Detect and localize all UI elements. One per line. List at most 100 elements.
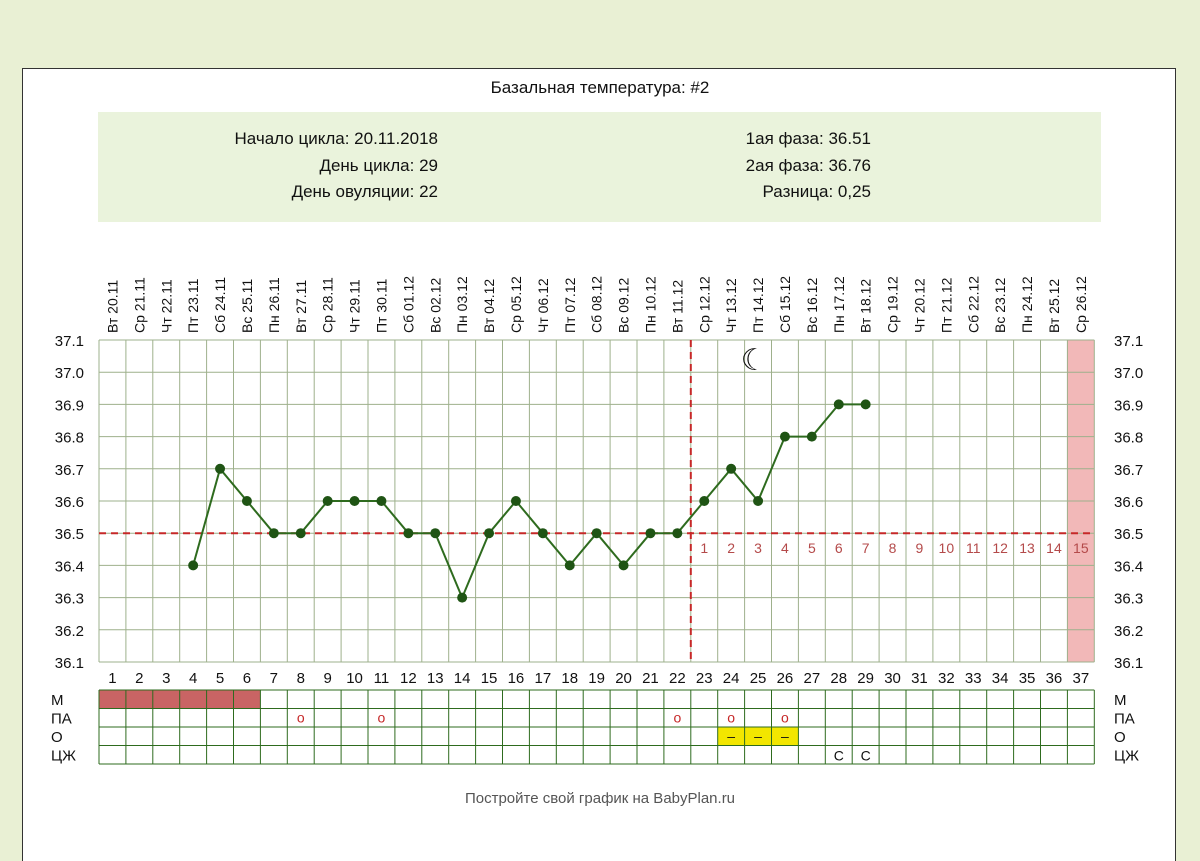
day-number: 8 bbox=[297, 670, 305, 687]
temperature-line-segment bbox=[461, 532, 490, 598]
temperature-point bbox=[672, 528, 683, 539]
date-label: Вс 09.12 bbox=[616, 278, 632, 333]
day-number: 37 bbox=[1073, 670, 1090, 687]
intercourse-mark: о bbox=[781, 710, 789, 726]
menstruation-cell bbox=[99, 690, 126, 709]
y-tick-label-left: 36.5 bbox=[55, 526, 84, 543]
cycle-start-line: Начало цикла: 20.11.2018 bbox=[98, 126, 438, 153]
day-number: 6 bbox=[243, 670, 251, 687]
day-number: 34 bbox=[992, 670, 1009, 687]
date-label: Пн 26.11 bbox=[266, 277, 282, 333]
day-number: 18 bbox=[561, 670, 578, 687]
temperature-point bbox=[591, 528, 602, 539]
date-label: Пт 07.12 bbox=[562, 277, 578, 333]
temperature-point bbox=[188, 560, 199, 571]
day-number: 33 bbox=[965, 670, 982, 687]
phase2-line: 2ая фаза: 36.76 bbox=[98, 153, 871, 180]
day-number: 16 bbox=[508, 670, 525, 687]
y-tick-label-left: 37.0 bbox=[55, 365, 84, 382]
date-label: Пт 30.11 bbox=[373, 278, 389, 333]
cycle-day-value: 29 bbox=[419, 155, 438, 175]
y-tick-label-right: 37.0 bbox=[1114, 365, 1143, 382]
luteal-day-label: 7 bbox=[862, 540, 870, 556]
date-label: Вт 18.12 bbox=[858, 279, 874, 333]
temperature-point bbox=[537, 528, 548, 539]
luteal-day-label: 2 bbox=[727, 540, 735, 556]
date-label: Пн 24.12 bbox=[1019, 276, 1035, 333]
temperature-line-segment bbox=[219, 468, 248, 502]
temperature-line-segment bbox=[703, 468, 732, 502]
date-label: Ср 28.11 bbox=[320, 277, 336, 333]
temperature-point bbox=[779, 431, 790, 442]
row-label-right: ПА bbox=[1114, 711, 1135, 728]
luteal-day-label: 10 bbox=[939, 540, 955, 556]
day-number: 11 bbox=[374, 670, 390, 687]
date-label: Ср 05.12 bbox=[508, 276, 524, 333]
day-number: 30 bbox=[884, 670, 901, 687]
date-label: Пн 17.12 bbox=[831, 276, 847, 333]
day-number: 9 bbox=[323, 670, 331, 687]
menstruation-cell bbox=[233, 690, 261, 709]
temperature-line-segment bbox=[676, 500, 706, 534]
temperature-line-segment bbox=[595, 532, 625, 567]
intercourse-mark: о bbox=[378, 710, 386, 726]
luteal-day-label: 4 bbox=[781, 540, 789, 556]
temperature-line-segment bbox=[246, 500, 275, 534]
temperature-point bbox=[806, 431, 817, 442]
date-label: Пн 03.12 bbox=[454, 276, 470, 333]
luteal-day-label: 9 bbox=[916, 540, 924, 556]
temperature-point bbox=[215, 463, 226, 474]
luteal-day-label: 3 bbox=[754, 540, 762, 556]
day-number: 2 bbox=[135, 670, 143, 687]
date-label: Ср 21.11 bbox=[131, 277, 147, 333]
date-label: Вт 20.11 bbox=[104, 280, 120, 333]
row-label-right: О bbox=[1114, 729, 1126, 746]
menstruation-cell bbox=[206, 690, 234, 709]
mucus-cell bbox=[717, 727, 745, 746]
luteal-day-label: 13 bbox=[1019, 540, 1035, 556]
cervix-mark: С bbox=[861, 748, 871, 764]
temperature-line-segment bbox=[192, 468, 222, 566]
cycle-day-line: День цикла: 29 bbox=[98, 153, 438, 180]
day-number: 26 bbox=[777, 670, 794, 687]
date-label: Пт 14.12 bbox=[750, 277, 766, 333]
date-label: Вс 16.12 bbox=[804, 278, 820, 333]
day-number: 28 bbox=[830, 670, 847, 687]
cycle-start-value: 20.11.2018 bbox=[354, 129, 438, 148]
day-number: 36 bbox=[1046, 670, 1063, 687]
mucus-mark: – bbox=[754, 728, 762, 744]
luteal-day-label: 6 bbox=[835, 540, 843, 556]
date-label: Пт 23.11 bbox=[185, 278, 201, 333]
day-number: 32 bbox=[938, 670, 955, 687]
date-label: Вт 25.12 bbox=[1046, 279, 1062, 333]
date-label: Чт 20.12 bbox=[911, 278, 927, 333]
temperature-line-segment bbox=[757, 436, 786, 502]
cycle-info-panel: Начало цикла: 20.11.2018 День цикла: 29 … bbox=[98, 112, 1101, 222]
cycle-day-label: День цикла: bbox=[319, 155, 415, 175]
date-label: Сб 22.12 bbox=[965, 276, 981, 333]
y-tick-label-right: 36.2 bbox=[1114, 623, 1143, 640]
day-number: 31 bbox=[911, 670, 928, 687]
day-number: 22 bbox=[669, 670, 686, 687]
day-number: 14 bbox=[454, 670, 471, 687]
y-tick-label-left: 36.3 bbox=[55, 591, 84, 608]
day-number: 5 bbox=[216, 670, 224, 687]
date-label: Чт 13.12 bbox=[723, 278, 739, 333]
phase2-label: 2ая фаза: bbox=[745, 155, 824, 175]
row-label-left: О bbox=[51, 729, 63, 746]
cervix-mark: С bbox=[834, 748, 844, 764]
y-tick-label-left: 36.4 bbox=[55, 558, 84, 575]
temperature-line-segment bbox=[434, 532, 464, 598]
day-number: 10 bbox=[346, 670, 363, 687]
intercourse-mark: о bbox=[727, 710, 735, 726]
y-tick-label-left: 36.8 bbox=[55, 430, 84, 447]
y-tick-label-right: 36.4 bbox=[1114, 558, 1143, 575]
day-number: 7 bbox=[270, 670, 278, 687]
intercourse-mark: о bbox=[673, 710, 681, 726]
y-tick-label-left: 37.1 bbox=[55, 333, 84, 350]
row-label-left: ПА bbox=[51, 711, 72, 728]
temperature-point bbox=[457, 592, 468, 603]
date-label: Вт 27.11 bbox=[293, 280, 309, 333]
y-tick-label-left: 36.6 bbox=[55, 494, 84, 511]
